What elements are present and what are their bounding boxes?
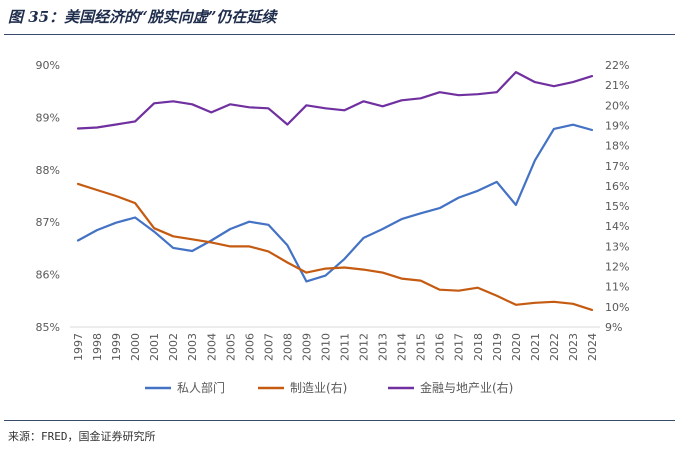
x-tick-label: 2011: [339, 333, 352, 361]
x-tick-label: 2016: [434, 333, 447, 361]
right-tick-label: 9%: [605, 321, 622, 334]
x-tick-label: 2006: [243, 333, 256, 361]
source-note: 来源：FRED，国金证券研究所: [8, 430, 156, 443]
figure-title: 图 35：美国经济的“脱实向虚”仍在延续: [8, 8, 277, 26]
left-tick-label: 86%: [36, 269, 60, 282]
series-lines: [76, 70, 594, 311]
right-tick-label: 13%: [605, 240, 629, 253]
legend-label: 私人部门: [177, 380, 225, 395]
x-tick-label: 1998: [91, 333, 104, 361]
x-tick-label: 2014: [396, 333, 409, 361]
right-tick-label: 12%: [605, 261, 629, 274]
line-chart: 85% 86% 87% 88% 89% 90% 9% 10% 11% 12% 13% 14% 15% 1…: [36, 59, 630, 395]
right-tick-label: 19%: [605, 119, 629, 132]
right-tick-label: 17%: [605, 160, 629, 173]
x-tick-label: 2022: [548, 333, 561, 361]
x-tick-label: 2001: [148, 333, 161, 361]
series-line: [76, 182, 594, 311]
x-axis-ticks: 1997 1998 1999 2000 2001 2002 2003 2004 2005 2006…: [72, 333, 599, 361]
x-tick-label: 2017: [453, 333, 466, 361]
x-tick-label: 2002: [167, 333, 180, 361]
x-tick-label: 1999: [110, 333, 123, 361]
left-tick-label: 90%: [36, 59, 60, 72]
x-tick-label: 2015: [415, 333, 428, 361]
x-tick-label: 2020: [510, 333, 523, 361]
x-tick-label: 2005: [224, 333, 237, 361]
x-tick-label: 2024: [586, 333, 599, 361]
footer-divider: [4, 420, 675, 421]
legend: 私人部门 制造业(右) 金融与地产业(右): [145, 380, 513, 395]
x-tick-label: 2023: [567, 333, 580, 361]
x-tick-label: 2007: [262, 333, 275, 361]
x-tick-label: 2019: [491, 333, 504, 361]
series-line: [76, 123, 594, 283]
right-tick-label: 15%: [605, 200, 629, 213]
x-tick-label: 2000: [129, 333, 142, 361]
series-line: [76, 70, 594, 130]
right-tick-label: 14%: [605, 220, 629, 233]
right-tick-label: 20%: [605, 99, 629, 112]
x-tick-label: 2018: [472, 333, 485, 361]
right-tick-label: 10%: [605, 301, 629, 314]
left-tick-label: 88%: [36, 164, 60, 177]
x-tick-label: 2004: [205, 333, 218, 361]
right-tick-label: 11%: [605, 281, 629, 294]
left-tick-label: 85%: [36, 321, 60, 334]
legend-label: 制造业(右): [290, 380, 347, 395]
right-tick-label: 16%: [605, 180, 629, 193]
x-tick-label: 1997: [72, 333, 85, 361]
left-axis-ticks: 85% 86% 87% 88% 89% 90%: [36, 59, 60, 334]
right-axis-ticks: 9% 10% 11% 12% 13% 14% 15% 16% 17% 18% 19% 20% 21% 22…: [605, 59, 629, 334]
left-tick-label: 87%: [36, 216, 60, 229]
x-tick-label: 2003: [186, 333, 199, 361]
legend-label: 金融与地产业(右): [420, 380, 513, 395]
x-tick-label: 2008: [281, 333, 294, 361]
x-tick-label: 2009: [300, 333, 313, 361]
left-tick-label: 89%: [36, 111, 60, 124]
x-tick-label: 2021: [529, 333, 542, 361]
right-tick-label: 21%: [605, 79, 629, 92]
right-tick-label: 18%: [605, 140, 629, 153]
title-divider: [4, 34, 675, 35]
x-tick-label: 2013: [377, 333, 390, 361]
x-tick-label: 2010: [319, 333, 332, 361]
right-tick-label: 22%: [605, 59, 629, 72]
x-tick-label: 2012: [358, 333, 371, 361]
